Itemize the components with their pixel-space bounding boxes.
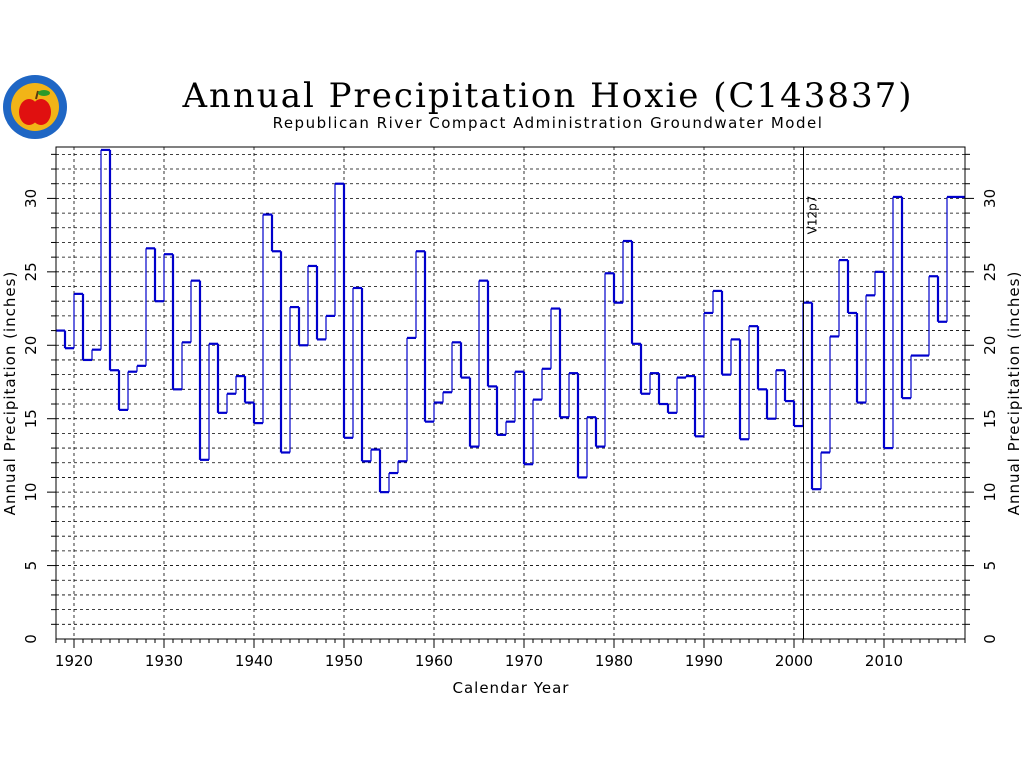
y-tick-label-left: 5 — [22, 561, 40, 571]
chart-subtitle: Republican River Compact Administration … — [273, 114, 824, 132]
x-tick-label: 1940 — [235, 652, 273, 670]
y-tick-label-left: 10 — [22, 483, 40, 502]
y-tick-label-right: 30 — [981, 189, 999, 208]
y-tick-label-right: 5 — [981, 561, 999, 571]
y-tick-label-left: 30 — [22, 189, 40, 208]
axis-ticks: 1920 1930 1940 1950 1960 1970 1980 1990 2000 2010… — [22, 153, 999, 670]
x-tick-label: 2010 — [865, 652, 903, 670]
y-axis-label-right: Annual Precipitation (inches) — [1005, 271, 1023, 516]
y-tick-label-right: 10 — [981, 483, 999, 502]
plot-frame — [55, 146, 966, 640]
y-tick-label-left: 15 — [22, 409, 40, 428]
apple-seal-logo-icon — [3, 75, 67, 139]
x-tick-label: 1970 — [505, 652, 543, 670]
x-axis-label: Calendar Year — [453, 679, 570, 697]
x-tick-label: 1950 — [325, 652, 363, 670]
x-tick-label: 1980 — [595, 652, 633, 670]
x-tick-label: 1920 — [55, 652, 93, 670]
chart-title: Annual Precipitation Hoxie (C143837) — [181, 76, 913, 116]
grid-lines — [56, 147, 965, 639]
y-axis-label-left: Annual Precipitation (inches) — [1, 271, 19, 516]
x-tick-label: 2000 — [775, 652, 813, 670]
y-tick-label-right: 25 — [981, 262, 999, 281]
x-tick-label: 1930 — [145, 652, 183, 670]
y-tick-label-left: 25 — [22, 262, 40, 281]
y-tick-label-right: 0 — [981, 634, 999, 644]
precipitation-series — [56, 148, 965, 494]
x-tick-label: 1990 — [685, 652, 723, 670]
y-tick-label-right: 15 — [981, 409, 999, 428]
y-tick-label-left: 20 — [22, 336, 40, 355]
y-tick-label-left: 0 — [22, 634, 40, 644]
y-tick-label-right: 20 — [981, 336, 999, 355]
annotation: V12p7 — [803, 147, 820, 639]
x-tick-label: 1960 — [415, 652, 453, 670]
annotation-label: V12p7 — [806, 196, 820, 235]
